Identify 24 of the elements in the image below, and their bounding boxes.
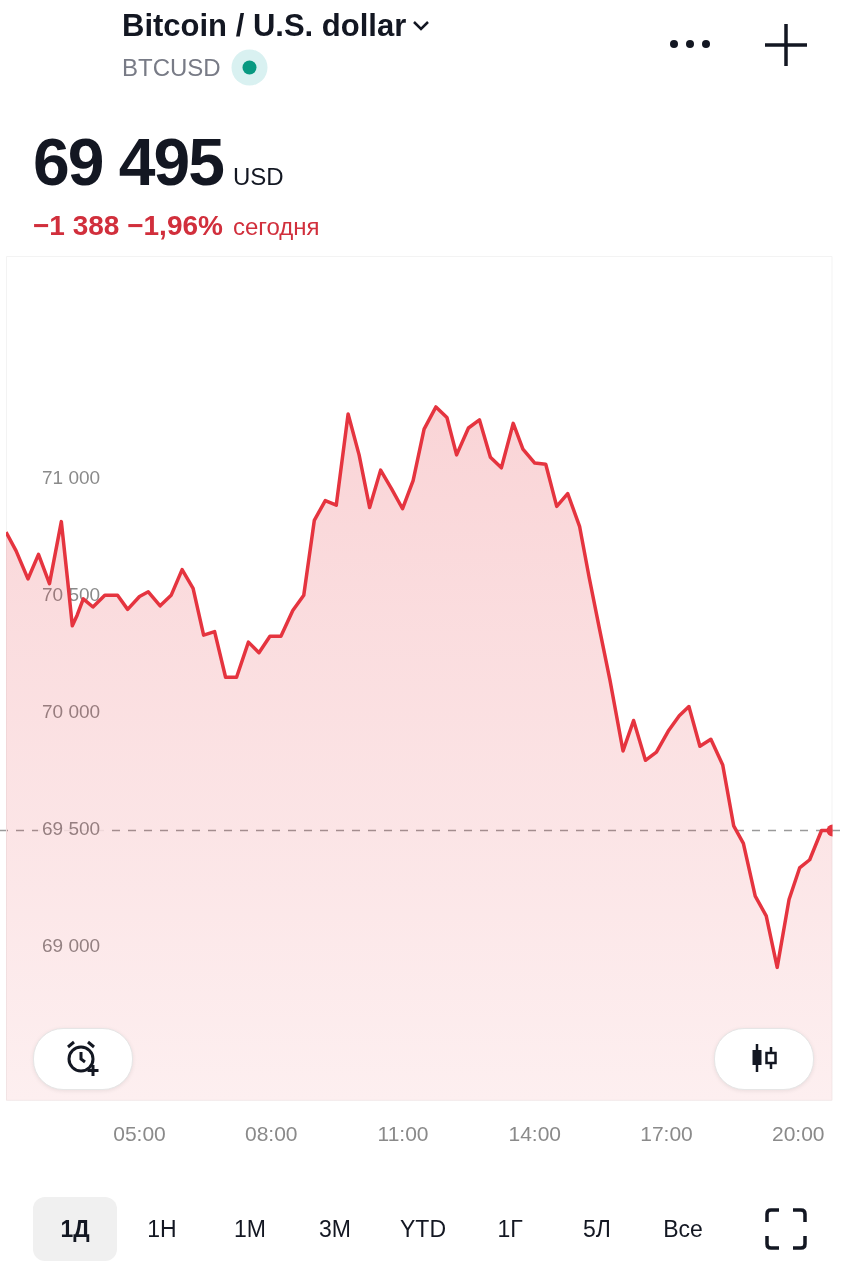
text: USD — [232, 163, 284, 191]
x-tick-label: 17:00 — [640, 1122, 693, 1146]
text: 3М — [318, 1215, 352, 1244]
text: 1Н — [146, 1215, 178, 1244]
text: 5Л — [582, 1215, 612, 1244]
text: YTD — [399, 1215, 447, 1244]
text: Все — [662, 1215, 704, 1244]
x-tick-label: 14:00 — [508, 1122, 562, 1146]
chart-subtitle: BTCUSD — [122, 53, 221, 82]
x-tick-label: 20:00 — [771, 1122, 825, 1146]
chart-title: Bitcoin / U.S. dollar — [122, 8, 407, 44]
y-tick-label: 69 500 — [42, 817, 101, 839]
x-tick-label: 08:00 — [244, 1122, 298, 1146]
y-tick-label: 69 000 — [42, 934, 101, 956]
x-tick-label: 05:00 — [113, 1122, 166, 1146]
text: 1М — [233, 1215, 267, 1244]
text: 69 495 — [33, 124, 223, 200]
text: сегодня — [232, 213, 320, 241]
x-tick-label: 11:00 — [377, 1122, 429, 1146]
text: 1Г — [496, 1215, 524, 1244]
text: 1Д — [33, 1197, 117, 1261]
y-tick-label: 70 000 — [42, 700, 101, 722]
y-tick-label: 71 000 — [42, 466, 101, 488]
text: −1 388 −1,96% — [33, 210, 223, 242]
